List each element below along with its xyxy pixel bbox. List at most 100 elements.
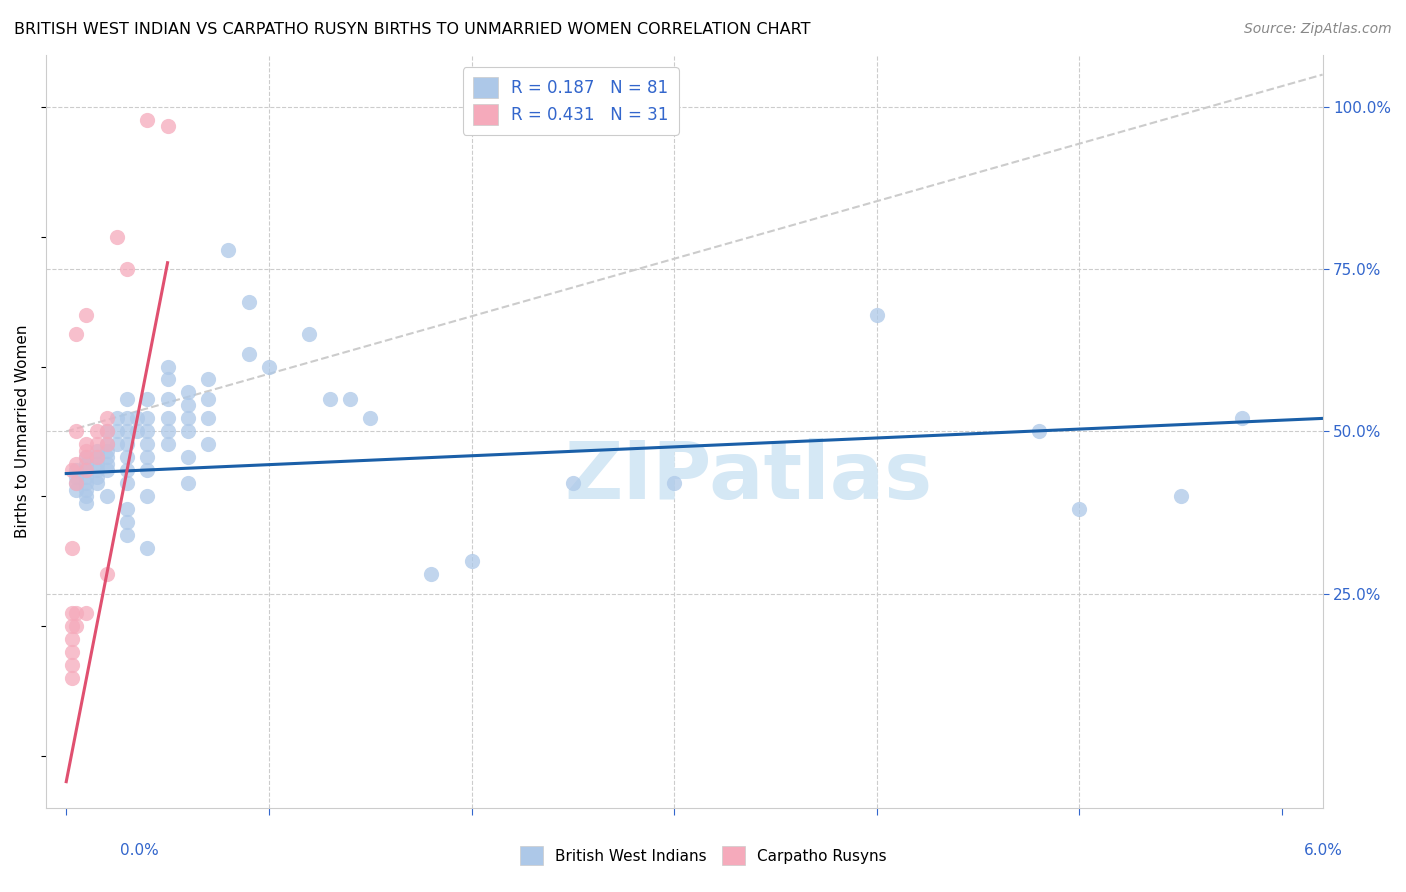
Point [298, 327, 321, 342]
Point [65, 483, 87, 497]
Point [359, 411, 381, 425]
Point [318, 392, 340, 406]
Point [177, 385, 200, 400]
Point [65, 463, 87, 477]
Point [65, 476, 87, 491]
Point [127, 425, 149, 439]
Point [156, 437, 179, 451]
Point [96, 425, 118, 439]
Text: ZIPatlas: ZIPatlas [564, 438, 932, 516]
Point [177, 411, 200, 425]
Point [238, 294, 260, 309]
Point [156, 359, 179, 374]
Point [76, 463, 98, 477]
Point [136, 541, 159, 556]
Point [136, 489, 159, 503]
Text: 6.0%: 6.0% [1303, 843, 1343, 858]
Point [136, 425, 159, 439]
Point [60, 619, 83, 633]
Point [96, 443, 118, 458]
Point [76, 450, 98, 465]
Point [60, 541, 83, 556]
Point [105, 437, 128, 451]
Point [561, 476, 583, 491]
Point [238, 346, 260, 360]
Text: Source: ZipAtlas.com: Source: ZipAtlas.com [1244, 22, 1392, 37]
Point [65, 619, 87, 633]
Point [197, 392, 219, 406]
Point [96, 437, 118, 451]
Point [76, 308, 98, 322]
Point [60, 645, 83, 659]
Point [60, 632, 83, 646]
Point [197, 437, 219, 451]
Point [156, 425, 179, 439]
Point [177, 425, 200, 439]
Point [115, 425, 138, 439]
Point [76, 496, 98, 510]
Point [136, 411, 159, 425]
Point [866, 308, 889, 322]
Point [65, 470, 87, 484]
Point [1170, 489, 1192, 503]
Legend: British West Indians, Carpatho Rusyns: British West Indians, Carpatho Rusyns [513, 840, 893, 871]
Point [96, 567, 118, 582]
Point [60, 606, 83, 620]
Point [96, 457, 118, 471]
Point [76, 457, 98, 471]
Point [105, 411, 128, 425]
Point [1028, 425, 1050, 439]
Point [76, 476, 98, 491]
Point [86, 437, 108, 451]
Point [136, 437, 159, 451]
Point [96, 463, 118, 477]
Point [1069, 502, 1091, 516]
Point [177, 399, 200, 413]
Point [156, 120, 179, 134]
Point [136, 450, 159, 465]
Point [65, 476, 87, 491]
Point [60, 657, 83, 672]
Point [136, 113, 159, 128]
Point [136, 392, 159, 406]
Point [115, 515, 138, 529]
Point [115, 450, 138, 465]
Point [197, 411, 219, 425]
Point [105, 425, 128, 439]
Point [65, 457, 87, 471]
Text: 0.0%: 0.0% [120, 843, 159, 858]
Point [257, 359, 280, 374]
Point [217, 243, 239, 257]
Point [76, 483, 98, 497]
Point [105, 229, 128, 244]
Point [76, 463, 98, 477]
Point [65, 327, 87, 342]
Point [1230, 411, 1253, 425]
Point [86, 476, 108, 491]
Point [86, 450, 108, 465]
Point [96, 437, 118, 451]
Point [76, 443, 98, 458]
Point [86, 450, 108, 465]
Point [156, 392, 179, 406]
Point [460, 554, 482, 568]
Point [339, 392, 361, 406]
Point [115, 392, 138, 406]
Point [86, 470, 108, 484]
Point [76, 470, 98, 484]
Point [86, 443, 108, 458]
Point [65, 425, 87, 439]
Point [115, 502, 138, 516]
Point [76, 437, 98, 451]
Point [156, 411, 179, 425]
Point [86, 463, 108, 477]
Point [60, 671, 83, 685]
Point [96, 425, 118, 439]
Text: BRITISH WEST INDIAN VS CARPATHO RUSYN BIRTHS TO UNMARRIED WOMEN CORRELATION CHAR: BRITISH WEST INDIAN VS CARPATHO RUSYN BI… [14, 22, 811, 37]
Point [115, 437, 138, 451]
Point [115, 476, 138, 491]
Point [76, 450, 98, 465]
Point [96, 450, 118, 465]
Point [136, 463, 159, 477]
Point [115, 262, 138, 277]
